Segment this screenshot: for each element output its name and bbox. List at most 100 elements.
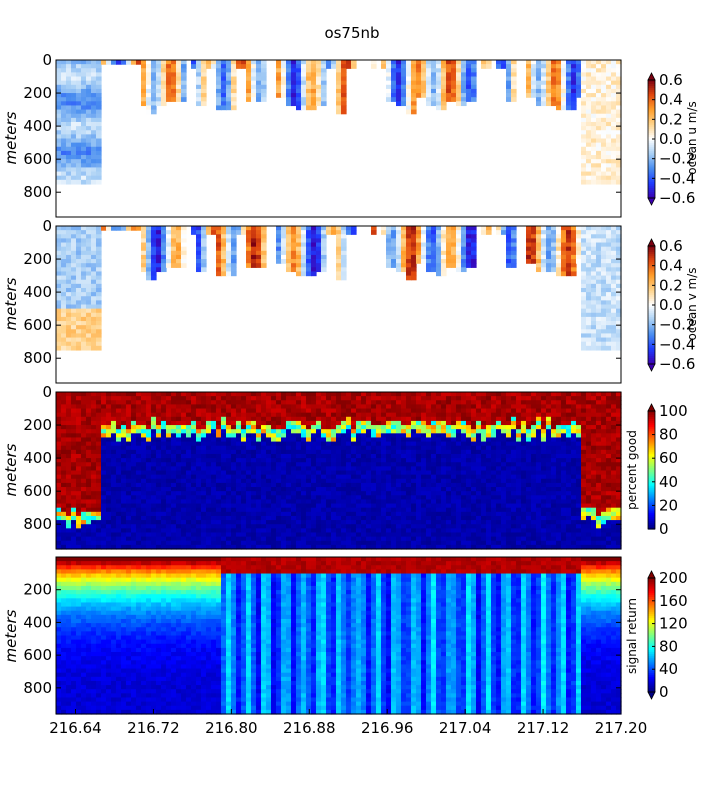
heatmap-cell [151,80,157,86]
heatmap-cell [281,520,287,525]
heatmap-cell [596,300,602,306]
heatmap-cell [171,400,177,405]
heatmap-cell [216,540,222,546]
heatmap-cell [86,503,92,509]
heatmap-cell [231,445,237,451]
heatmap-cell [581,68,587,73]
heatmap-cell [96,312,102,318]
heatmap-cell [61,126,67,131]
heatmap-cell [251,507,257,513]
heatmap-cell [286,524,292,529]
heatmap-cell [221,88,227,94]
heatmap-cell [406,267,412,273]
heatmap-cell [236,528,242,534]
heatmap-cell [606,287,612,293]
heatmap-cell [71,64,77,69]
heatmap-cell [341,532,347,538]
heatmap-cell [76,466,82,472]
heatmap-cell [456,263,462,268]
heatmap-cell [221,234,227,239]
heatmap-cell [296,437,302,443]
heatmap-cell [346,466,352,472]
heatmap-cell [336,453,342,459]
heatmap-cell [571,259,577,264]
heatmap-cell [291,93,297,98]
colorbar-segment [648,301,655,304]
heatmap-cell [586,93,592,98]
heatmap-cell [171,487,177,492]
heatmap-cell [241,540,247,546]
heatmap-cell [61,321,67,326]
heatmap-cell [216,453,222,459]
heatmap-cell [101,482,107,488]
heatmap-cell [271,511,277,517]
heatmap-cell [216,429,222,434]
heatmap-cell [571,267,577,273]
heatmap-cell [616,230,622,235]
heatmap-cell [601,254,607,260]
heatmap-cell [346,482,352,488]
heatmap-cell [141,511,147,517]
heatmap-cell [271,412,277,418]
heatmap-cell [576,250,582,256]
heatmap-cell [416,88,422,94]
heatmap-cell [206,474,212,480]
heatmap-cell [126,520,132,525]
heatmap-cell [581,254,587,260]
heatmap-cell [121,437,127,443]
heatmap-cell [596,308,602,314]
heatmap-cell [186,400,192,405]
heatmap-cell [106,396,112,401]
heatmap-cell [256,80,262,86]
heatmap-cell [266,416,272,422]
heatmap-cell [426,80,432,86]
heatmap-cell [66,491,72,496]
heatmap-cell [261,482,267,488]
heatmap-cell [256,408,262,414]
heatmap-cell [286,528,292,534]
heatmap-cell [451,246,457,252]
heatmap-cell [201,238,207,244]
heatmap-cell [581,230,587,235]
heatmap-cell [601,163,607,169]
heatmap-cell [611,242,617,248]
heatmap-cell [616,234,622,239]
heatmap-cell [581,130,587,135]
heatmap-cell [611,296,617,301]
heatmap-cell [561,234,567,239]
heatmap-cell [336,478,342,484]
heatmap-cell [351,474,357,480]
heatmap-cell [311,254,317,260]
heatmap-cell [231,408,237,414]
heatmap-cell [231,524,237,529]
heatmap-cell [251,437,257,443]
heatmap-cell [296,76,302,82]
heatmap-cell [231,458,237,463]
heatmap-cell [341,437,347,443]
heatmap-cell [586,259,592,264]
heatmap-cell [436,60,442,65]
heatmap-cell [346,536,352,542]
heatmap-cell [121,491,127,496]
heatmap-cell [556,246,562,252]
heatmap-cell [466,88,472,94]
heatmap-cell [61,287,67,293]
colorbar-segment [648,188,655,191]
heatmap-cell [56,250,62,256]
heatmap-cell [291,449,297,455]
heatmap-cell [291,515,297,521]
heatmap-cell [556,64,562,69]
heatmap-cell [66,84,72,90]
heatmap-cell [141,263,147,268]
heatmap-cell [306,259,312,264]
heatmap-cell [531,246,537,252]
heatmap-cell [326,544,332,550]
heatmap-cell [91,296,97,301]
heatmap-cell [456,101,462,107]
heatmap-cell [76,321,82,326]
heatmap-cell [341,88,347,94]
heatmap-cell [151,420,157,426]
heatmap-cell [226,429,232,434]
heatmap-cell [526,64,532,69]
heatmap-cell [96,499,102,505]
